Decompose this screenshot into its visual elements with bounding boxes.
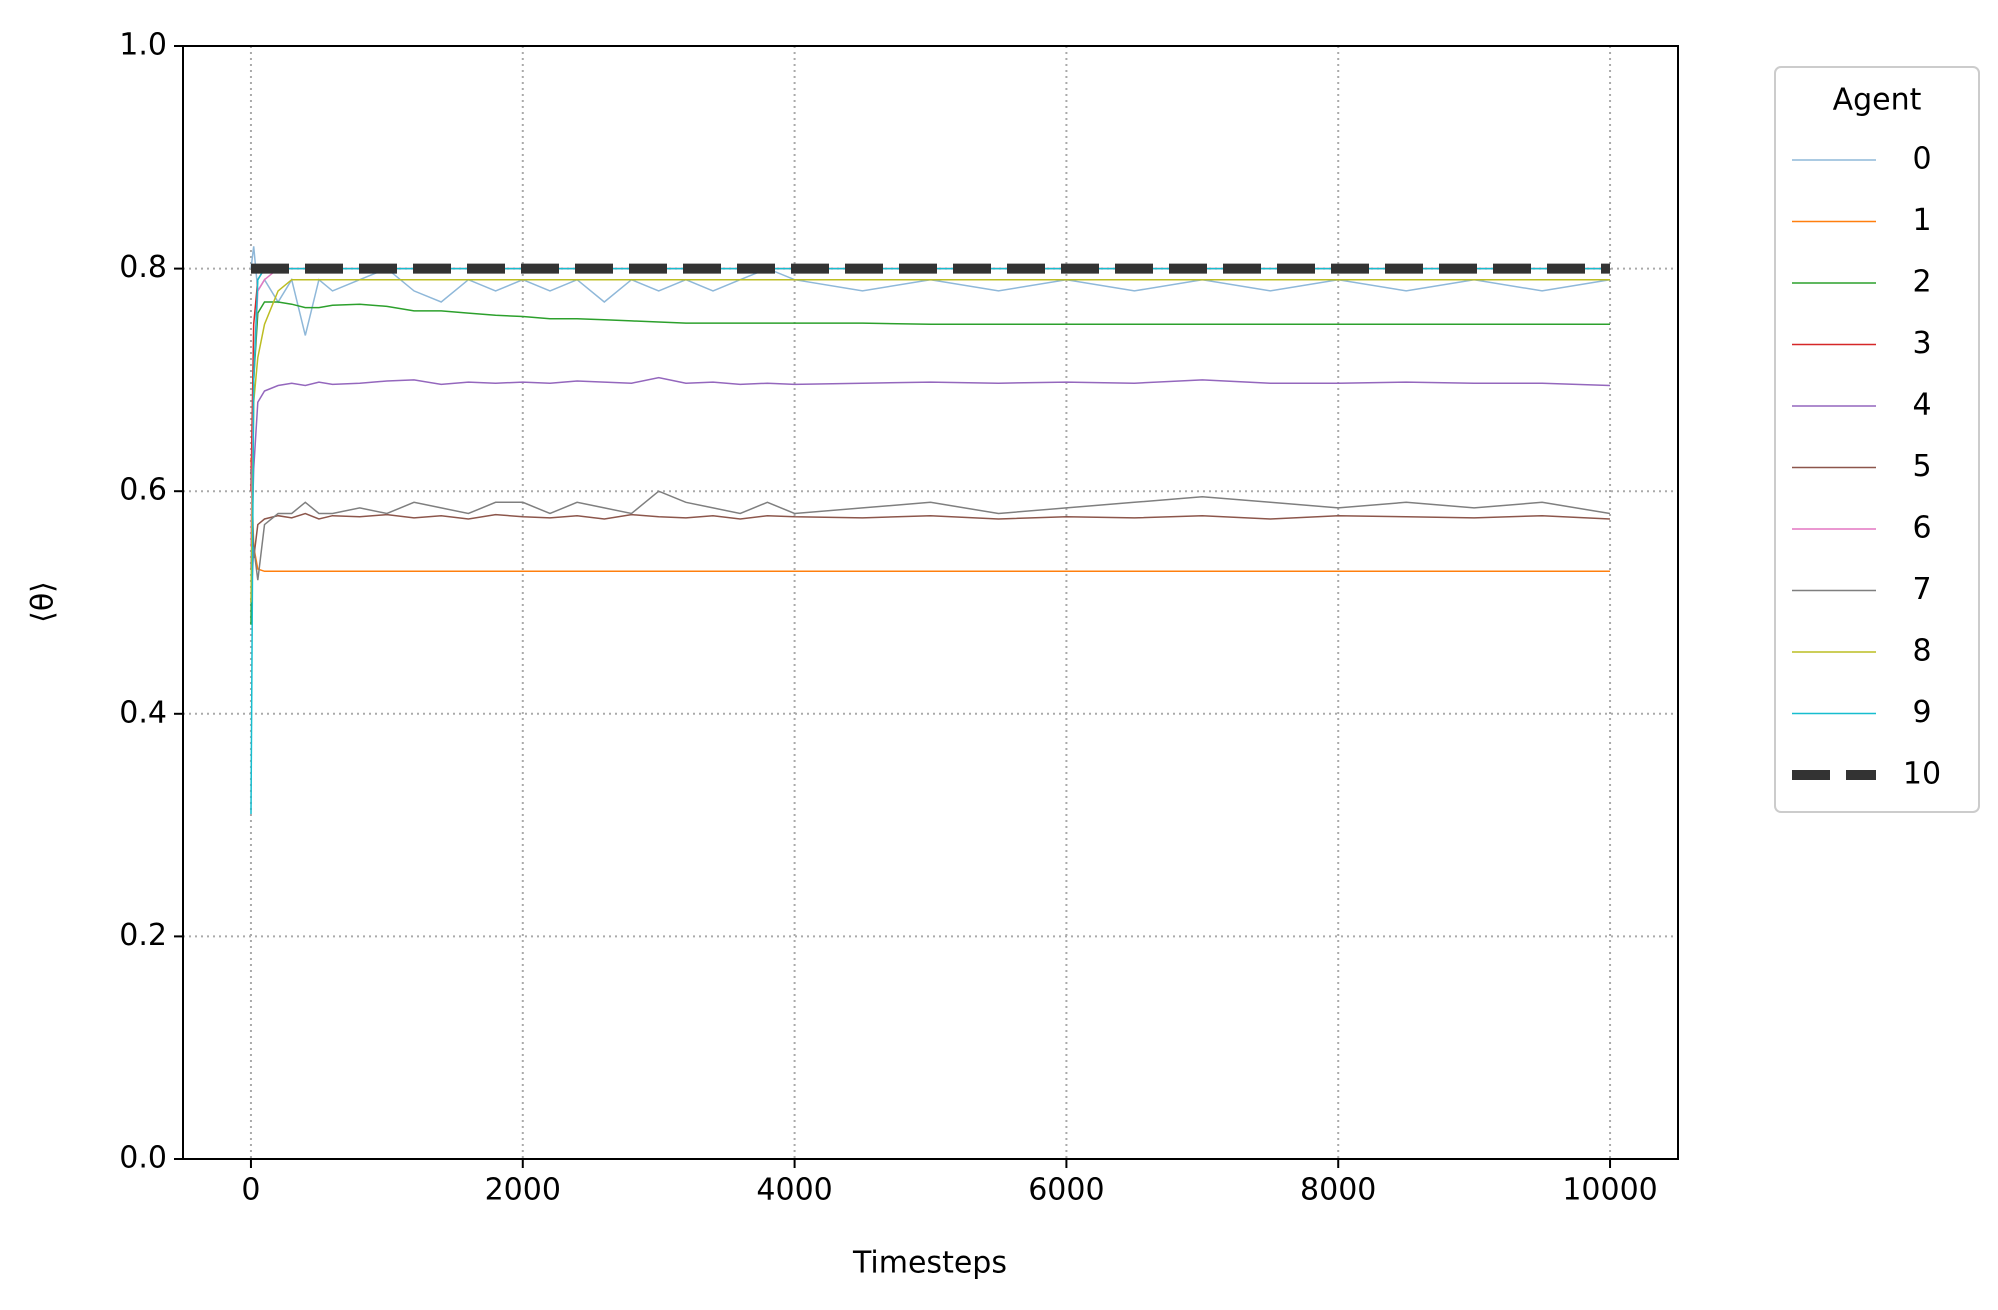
y-tick-label: 0.0 <box>119 1141 167 1176</box>
legend-label: 9 <box>1912 695 1931 730</box>
x-tick-label: 4000 <box>756 1173 832 1208</box>
x-tick-label: 10000 <box>1562 1173 1657 1208</box>
legend-title: Agent <box>1833 83 1922 118</box>
x-axis-label: Timesteps <box>852 1246 1007 1281</box>
legend-label: 5 <box>1912 449 1931 484</box>
y-tick-label: 1.0 <box>119 28 167 63</box>
y-tick-label: 0.8 <box>119 250 167 285</box>
line-series <box>250 267 1610 492</box>
legend-label: 10 <box>1903 757 1941 792</box>
x-tick-label: 0 <box>241 1173 260 1208</box>
plot-frame <box>182 45 1679 1160</box>
line-series <box>250 457 1610 573</box>
line-series <box>250 267 1610 815</box>
y-tick-label: 0.2 <box>119 918 167 953</box>
line-series <box>250 246 1611 336</box>
x-tick-label: 8000 <box>1300 1173 1376 1208</box>
x-tick-label: 2000 <box>485 1173 561 1208</box>
line-series <box>250 376 1611 570</box>
line-series <box>250 490 1611 603</box>
y-tick-label: 0.4 <box>119 695 167 730</box>
y-axis-label: ⟨θ⟩ <box>26 581 61 623</box>
line-series <box>250 267 1610 547</box>
line-series <box>250 301 1610 625</box>
legend-label: 2 <box>1912 265 1931 300</box>
line-series <box>250 468 1611 559</box>
legend-label: 7 <box>1912 572 1931 607</box>
legend-label: 4 <box>1912 388 1931 423</box>
line-series <box>250 278 1610 603</box>
legend-label: 0 <box>1912 142 1931 177</box>
y-tick-label: 0.6 <box>119 473 167 508</box>
legend-label: 8 <box>1912 634 1931 669</box>
legend-box <box>1774 66 1980 813</box>
legend-label: 6 <box>1912 511 1931 546</box>
legend-label: 3 <box>1912 326 1931 361</box>
legend-label: 1 <box>1912 203 1931 238</box>
x-tick-label: 6000 <box>1028 1173 1104 1208</box>
